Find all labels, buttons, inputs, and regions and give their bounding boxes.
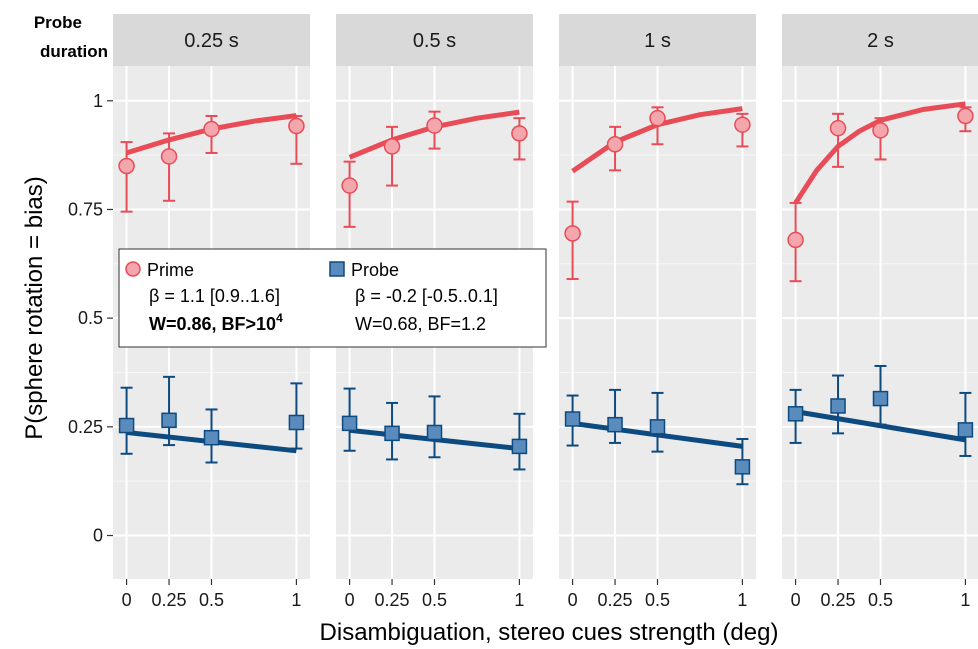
x-tick-label: 1 [960,590,970,610]
legend-prime-marker [125,261,141,277]
prime-point [564,225,581,242]
legend: Prime β = 1.1 [0.9..1.6] W=0.86, BF>104 … [118,248,547,348]
x-tick-label: 0.25 [375,590,410,610]
facet-strip [336,14,533,66]
facet-strip [113,14,310,66]
prime-error-bar [343,160,356,228]
facet-panel: 1 s 0 0.25 0.5 1 [559,14,756,610]
prime-point [341,177,358,194]
x-tick-label: 0.5 [645,590,670,610]
probe-point [288,414,305,431]
probe-point [957,422,974,438]
facet-strip-label: 1 s [644,30,671,52]
x-tick-label: 0 [568,590,578,610]
y-tick-label: 0.5 [78,308,103,328]
y-axis: 0 0.25 0.5 0.75 1 [68,91,113,546]
legend-prime-beta: β = 1.1 [0.9..1.6] [149,286,280,306]
prime-error-bar [163,132,176,202]
probe-point [607,416,623,433]
y-tick-label: 0 [93,526,103,546]
probe-point [564,411,581,427]
probe-error-bar [609,388,622,444]
probe-point [511,438,528,455]
prime-point [160,148,178,165]
facet-strip-label: 0.5 s [413,30,456,52]
facet-strip-label: 0.25 s [184,30,238,52]
prime-point [426,117,443,134]
prime-point [288,117,305,135]
prime-point [957,107,974,125]
probe-point [118,417,135,434]
facet-title-line1: Probe [34,13,82,32]
prime-point [872,122,889,139]
probe-point [426,424,443,441]
probe-point [787,406,804,422]
prime-point [203,120,220,138]
facet-strip [782,14,978,66]
x-tick-label: 0.25 [821,590,856,610]
legend-probe-stats: W=0.68, BF=1.2 [355,314,486,334]
facet-title-line2: duration [40,42,108,61]
x-tick-label: 0.5 [422,590,447,610]
x-tick-label: 1 [737,590,747,610]
probe-point [734,459,751,475]
x-tick-label: 1 [514,590,524,610]
legend-probe-marker [329,261,345,277]
facet-strip [559,14,756,66]
x-tick-label: 0 [122,590,132,610]
x-axis-title: Disambiguation, stereo cues strength (de… [320,619,779,646]
x-tick-label: 0.5 [199,590,224,610]
prime-fit-line [793,101,966,205]
probe-point [384,425,400,442]
probe-point [830,398,846,414]
probe-fit-line [795,409,966,443]
probe-point [341,415,358,432]
x-tick-label: 0.25 [598,590,633,610]
x-tick-label: 0 [345,590,355,610]
y-axis-title: P(sphere rotation = bias) [21,176,48,439]
x-tick-label: 0.25 [152,590,187,610]
prime-point [606,136,624,153]
probe-point [203,429,220,446]
probe-point [872,390,889,407]
x-tick-label: 1 [291,590,301,610]
prime-point [649,109,666,127]
prime-error-bar [120,141,133,213]
prime-point [383,138,401,155]
prime-point [734,116,751,133]
prime-point [829,119,847,137]
prime-point [118,157,135,175]
prime-point [787,231,804,249]
x-tick-label: 0.5 [868,590,893,610]
y-tick-label: 1 [93,91,103,111]
x-tick-label: 0 [791,590,801,610]
probe-error-bar [163,375,176,447]
facet-strip-label: 2 s [867,30,894,52]
probe-point [161,412,177,429]
probe-point [649,419,666,435]
legend-probe-label: Probe [351,260,399,280]
legend-probe-beta: β = -0.2 [-0.5..0.1] [355,286,498,306]
legend-prime-label: Prime [147,260,194,280]
legend-prime-stats: W=0.86, BF>104 [149,311,283,334]
facet-panel: 2 s 0 0.25 0.5 1 [782,14,978,610]
prime-error-bar [386,125,399,187]
y-tick-label: 0.75 [68,199,103,219]
y-tick-label: 0.25 [68,417,103,437]
prime-point [511,125,528,142]
